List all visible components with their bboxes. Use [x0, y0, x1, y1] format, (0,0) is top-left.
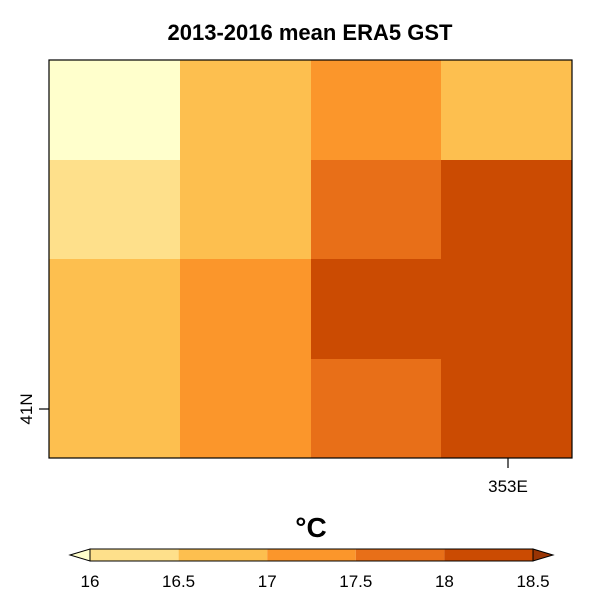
colorbar-segment [444, 549, 533, 561]
heatmap-cell [311, 259, 441, 359]
heatmap-cell [441, 259, 572, 359]
colorbar-tick-label: 16 [81, 572, 100, 591]
heatmap-cells [49, 60, 572, 458]
colorbar-over-arrow [532, 548, 555, 562]
heatmap-cell [49, 60, 180, 160]
colorbar-unit-label: °C [295, 512, 326, 543]
heatmap-cell [180, 259, 311, 359]
heatmap-cell [311, 359, 441, 458]
colorbar-tick-label: 17.5 [339, 572, 372, 591]
plot-frame [48, 59, 573, 459]
colorbar-segment [267, 549, 356, 561]
heatmap-cell [49, 259, 180, 359]
colorbar-under-arrow [68, 548, 91, 562]
heatmap-cell [311, 60, 441, 160]
colorbar-outline [89, 548, 534, 562]
heatmap-cell [180, 60, 311, 160]
heatmap-cell [441, 60, 572, 160]
colorbar-tick-label: 18.5 [516, 572, 549, 591]
heatmap-cell [49, 359, 180, 458]
y-tick-label: 41N [17, 393, 36, 424]
colorbar-segment [355, 549, 445, 561]
axis-ticks: 353E 41N [17, 393, 528, 496]
colorbar-segment [178, 549, 268, 561]
colorbar-tick-label: 18 [435, 572, 454, 591]
x-tick-label: 353E [488, 477, 528, 496]
chart-title: 2013-2016 mean ERA5 GST [168, 20, 453, 45]
heatmap-cell [441, 359, 572, 458]
colorbar-tick-label: 16.5 [162, 572, 195, 591]
heatmap-cell [180, 160, 311, 259]
heatmap-cell [311, 160, 441, 259]
colorbar: 16 16.5 17 17.5 18 18.5 [68, 548, 555, 591]
colorbar-tick-label: 17 [258, 572, 277, 591]
heatmap-cell [180, 359, 311, 458]
heatmap-cell [441, 160, 572, 259]
colorbar-segment [90, 549, 179, 561]
heatmap-cell [49, 160, 180, 259]
